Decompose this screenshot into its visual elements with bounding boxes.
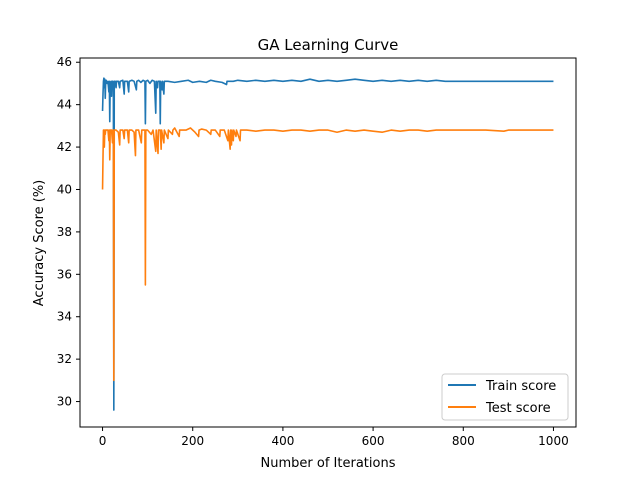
series-line-test-score	[101, 127, 554, 382]
x-tick-label: 800	[452, 434, 475, 448]
y-tick-label: 42	[57, 140, 72, 154]
x-tick-label: 400	[271, 434, 294, 448]
y-tick-label: 38	[57, 225, 72, 239]
x-tick-label: 1000	[538, 434, 569, 448]
x-axis: 0 200 400 600 800 1000	[99, 427, 569, 448]
legend-label-train: Train score	[485, 379, 556, 394]
x-tick-label: 200	[181, 434, 204, 448]
y-tick-label: 46	[57, 55, 72, 69]
y-tick-label: 40	[57, 182, 72, 196]
legend-label-test: Test score	[485, 401, 551, 416]
axes-frame	[79, 57, 577, 428]
y-tick-label: 32	[57, 352, 72, 366]
y-axis-label: Accuracy Score (%)	[32, 180, 47, 307]
x-axis-label: Number of Iterations	[261, 456, 396, 471]
y-tick-label: 30	[57, 395, 72, 409]
y-tick-label: 34	[57, 310, 72, 324]
x-tick-label: 0	[99, 434, 107, 448]
series-line-train-score	[101, 77, 554, 411]
y-axis: 30 32 34 36 38 40 42 44 46	[57, 55, 80, 409]
chart-title: GA Learning Curve	[258, 36, 399, 54]
y-tick-label: 36	[57, 267, 72, 281]
legend: Train score Test score	[441, 373, 569, 421]
plot-area	[101, 77, 554, 411]
y-tick-label: 44	[57, 98, 72, 112]
x-tick-label: 600	[362, 434, 385, 448]
